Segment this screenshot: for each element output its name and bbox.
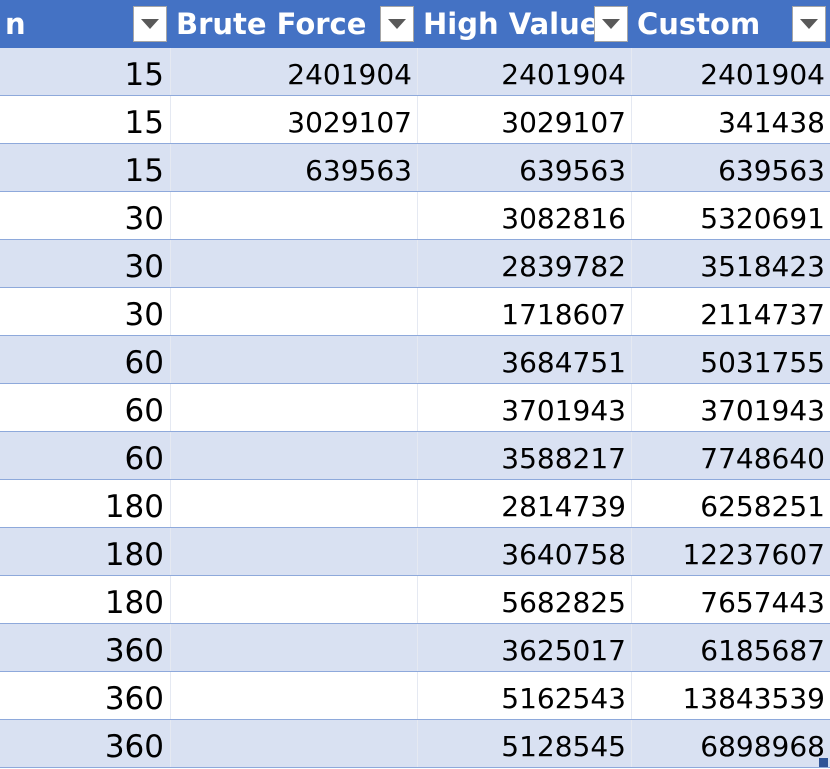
table-cell[interactable] <box>171 432 418 479</box>
chevron-down-icon <box>141 19 159 29</box>
table-cell[interactable]: 13843539 <box>682 682 825 715</box>
table-cell[interactable]: 12237607 <box>682 538 825 571</box>
column-header-custom[interactable]: Custom <box>632 0 830 48</box>
chevron-down-icon <box>800 19 818 29</box>
table-cell[interactable]: 3640758 <box>418 528 632 575</box>
table-row: 180 3640758 12237607 <box>0 528 830 576</box>
table-cell[interactable]: 15 <box>0 144 171 191</box>
table-row: 30 2839782 3518423 <box>0 240 830 288</box>
table-cell[interactable]: 2401904 <box>171 48 418 95</box>
column-header-label: High Value <box>423 7 600 41</box>
table-cell[interactable]: 5128545 <box>418 720 632 767</box>
table-cell[interactable]: 3082816 <box>418 192 632 239</box>
table-cell[interactable]: 3518423 <box>700 250 825 283</box>
filter-dropdown-button[interactable] <box>133 6 167 42</box>
table-row: 180 2814739 6258251 <box>0 480 830 528</box>
table-cell[interactable]: 5320691 <box>700 202 825 235</box>
table-cell[interactable]: 2114737 <box>700 298 825 331</box>
table-row: 60 3701943 3701943 <box>0 384 830 432</box>
table-cell[interactable]: 180 <box>0 480 171 527</box>
table-row: 360 5162543 13843539 <box>0 672 830 720</box>
table-cell[interactable]: 3684751 <box>418 336 632 383</box>
filter-dropdown-button[interactable] <box>594 6 628 42</box>
column-header-label: n <box>5 7 26 41</box>
table-cell[interactable]: 180 <box>0 576 171 623</box>
table-row: 60 3684751 5031755 <box>0 336 830 384</box>
chevron-down-icon <box>388 19 406 29</box>
table-cell[interactable]: 639563 <box>171 144 418 191</box>
table-cell[interactable]: 30 <box>0 240 171 287</box>
table-cell[interactable]: 3029107 <box>171 96 418 143</box>
table-cell[interactable] <box>171 192 418 239</box>
table-cell[interactable]: 3625017 <box>418 624 632 671</box>
table-cell[interactable] <box>171 240 418 287</box>
table-body: 15 2401904 2401904 2401904 15 3029107 3029107 3… <box>0 48 830 768</box>
column-header-n[interactable]: n <box>0 0 171 48</box>
table-cell[interactable]: 6258251 <box>700 490 825 523</box>
chevron-down-icon <box>602 19 620 29</box>
table-cell[interactable]: 1718607 <box>418 288 632 335</box>
table-cell[interactable] <box>171 480 418 527</box>
table-cell[interactable]: 3029107 <box>418 96 632 143</box>
table-cell[interactable]: 360 <box>0 624 171 671</box>
column-header-label: Brute Force <box>176 7 367 41</box>
table-row: 15 3029107 3029107 341438 <box>0 96 830 144</box>
column-header-brute-force[interactable]: Brute Force <box>171 0 418 48</box>
table-cell[interactable]: 60 <box>0 336 171 383</box>
table-cell[interactable]: 60 <box>0 432 171 479</box>
table-cell[interactable]: 60 <box>0 384 171 431</box>
table-cell[interactable]: 7657443 <box>700 586 825 619</box>
table-cell[interactable] <box>171 528 418 575</box>
table-resize-handle[interactable] <box>819 758 828 767</box>
table-row: 15 2401904 2401904 2401904 <box>0 48 830 96</box>
column-header-high-value[interactable]: High Value <box>418 0 632 48</box>
table-cell[interactable]: 30 <box>0 192 171 239</box>
table-cell[interactable]: 639563 <box>418 144 632 191</box>
table-cell[interactable]: 341438 <box>718 106 825 139</box>
table-cell[interactable]: 30 <box>0 288 171 335</box>
table-row: 360 5128545 6898968 <box>0 720 830 768</box>
table-cell[interactable]: 3701943 <box>418 384 632 431</box>
table-cell[interactable]: 7748640 <box>700 442 825 475</box>
table-cell[interactable]: 2401904 <box>418 48 632 95</box>
table-cell[interactable]: 5031755 <box>700 346 825 379</box>
table-cell[interactable]: 6898968 <box>700 730 825 763</box>
table-cell[interactable]: 15 <box>0 48 171 95</box>
table-cell[interactable]: 15 <box>0 96 171 143</box>
table-cell[interactable] <box>171 672 418 719</box>
table-cell[interactable]: 5162543 <box>418 672 632 719</box>
table-cell[interactable]: 2401904 <box>700 58 825 91</box>
table-cell[interactable] <box>171 576 418 623</box>
table-cell[interactable]: 639563 <box>718 154 825 187</box>
table-cell[interactable]: 180 <box>0 528 171 575</box>
table-cell[interactable]: 5682825 <box>418 576 632 623</box>
table-cell[interactable]: 6185687 <box>700 634 825 667</box>
table-cell[interactable]: 360 <box>0 672 171 719</box>
table-cell[interactable] <box>171 624 418 671</box>
table-cell[interactable]: 360 <box>0 720 171 767</box>
table-row: 60 3588217 7748640 <box>0 432 830 480</box>
table-cell[interactable]: 3701943 <box>700 394 825 427</box>
table-row: 30 3082816 5320691 <box>0 192 830 240</box>
table-cell[interactable] <box>171 288 418 335</box>
table-row: 15 639563 639563 639563 <box>0 144 830 192</box>
table-row: 30 1718607 2114737 <box>0 288 830 336</box>
filter-dropdown-button[interactable] <box>792 6 826 42</box>
filter-dropdown-button[interactable] <box>380 6 414 42</box>
table-cell[interactable]: 3588217 <box>418 432 632 479</box>
table-cell[interactable] <box>171 384 418 431</box>
table-row: 180 5682825 7657443 <box>0 576 830 624</box>
table-cell[interactable] <box>171 720 418 767</box>
table-cell[interactable] <box>171 336 418 383</box>
table-cell[interactable]: 2814739 <box>418 480 632 527</box>
table-header-row: n Brute Force High Value <box>0 0 830 48</box>
table-row: 360 3625017 6185687 <box>0 624 830 672</box>
table-cell[interactable]: 2839782 <box>418 240 632 287</box>
column-header-label: Custom <box>637 7 761 41</box>
